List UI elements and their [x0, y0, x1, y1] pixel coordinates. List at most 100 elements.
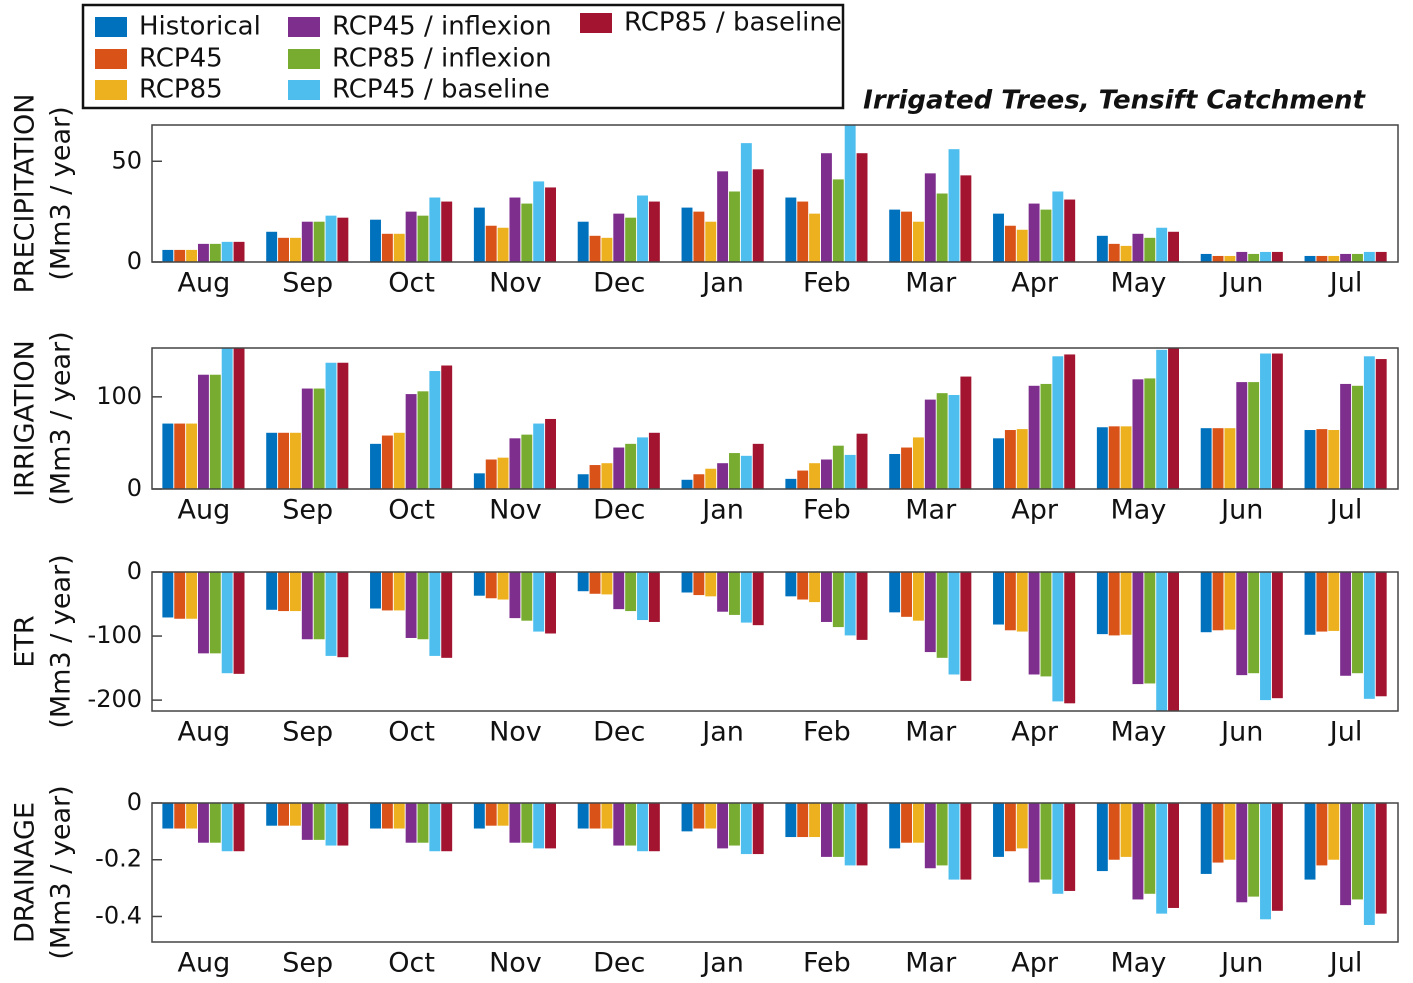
bar — [809, 463, 821, 489]
bar — [625, 803, 637, 846]
axes-box — [151, 124, 1399, 263]
bar — [889, 209, 901, 262]
bar — [1064, 354, 1076, 489]
y-axis-label: (Mm3 / year) — [46, 554, 77, 728]
bar — [693, 803, 705, 829]
y-tick-label: 0 — [127, 247, 142, 275]
bar — [717, 803, 729, 849]
bar — [545, 803, 557, 849]
bar — [1260, 353, 1271, 489]
bar — [993, 213, 1004, 262]
bar — [625, 443, 637, 489]
legend-swatch — [288, 80, 320, 100]
bar — [301, 221, 313, 262]
bar — [797, 470, 809, 489]
y-tick-label: -200 — [88, 685, 142, 713]
x-tick-label: Jan — [700, 948, 744, 979]
bar — [681, 479, 693, 489]
bar — [1200, 428, 1212, 489]
bar — [1096, 803, 1108, 872]
bar — [832, 445, 844, 489]
bar — [1340, 383, 1352, 489]
bar — [844, 803, 856, 866]
bar — [313, 572, 325, 640]
bar — [948, 572, 960, 675]
bar — [429, 371, 441, 489]
bar — [174, 803, 186, 829]
bar — [221, 803, 233, 852]
bar — [381, 803, 393, 829]
bar — [497, 803, 509, 826]
bar — [820, 459, 832, 489]
bar — [637, 803, 648, 852]
bar — [589, 803, 601, 829]
bar — [693, 474, 705, 489]
bar — [797, 803, 809, 838]
bar — [648, 572, 660, 622]
legend-swatch — [95, 17, 127, 37]
bar — [1212, 428, 1224, 489]
bar — [844, 125, 856, 262]
bar — [313, 803, 325, 840]
bar — [393, 233, 405, 262]
bar — [197, 243, 209, 262]
bar — [509, 197, 521, 262]
bar — [820, 572, 832, 622]
bar — [1340, 572, 1352, 676]
bar — [1120, 245, 1132, 262]
bar — [393, 572, 405, 611]
bar — [209, 243, 221, 262]
bar — [1108, 572, 1120, 636]
x-tick-label: Sep — [282, 268, 333, 299]
bar — [785, 197, 797, 262]
bar — [325, 215, 337, 262]
bar — [856, 572, 868, 640]
x-tick-label: Jan — [700, 268, 744, 299]
bar — [1260, 803, 1271, 920]
bar — [729, 453, 740, 489]
bar — [1375, 251, 1387, 262]
bar — [533, 803, 545, 849]
bar — [1200, 253, 1212, 262]
bar — [1120, 803, 1132, 857]
bar — [289, 432, 301, 489]
bar — [960, 803, 972, 880]
bar — [1004, 803, 1016, 852]
plot-area — [162, 572, 1387, 711]
bar — [1052, 803, 1064, 894]
bar — [1004, 572, 1016, 631]
bar — [912, 803, 924, 843]
bar — [752, 443, 764, 489]
bar — [1260, 572, 1271, 701]
bar — [221, 348, 233, 489]
bar — [381, 233, 393, 262]
bar — [325, 362, 337, 489]
bar — [809, 213, 821, 262]
x-tick-label: Jun — [1219, 268, 1263, 299]
bar — [1271, 572, 1283, 699]
bar — [1016, 429, 1028, 489]
bar — [577, 474, 589, 489]
bar — [1064, 572, 1076, 704]
bar — [485, 572, 497, 599]
legend-swatch — [288, 49, 320, 69]
bar — [381, 572, 393, 611]
bar — [533, 181, 545, 262]
bar — [1236, 803, 1248, 903]
bar — [289, 237, 301, 262]
bar — [924, 173, 936, 262]
bar — [233, 241, 245, 262]
x-tick-label: Jun — [1219, 948, 1263, 979]
bar — [901, 211, 913, 262]
x-tick-label: May — [1111, 948, 1167, 979]
bar — [613, 803, 625, 846]
bar — [545, 418, 557, 489]
bar — [889, 803, 901, 849]
bar — [197, 572, 209, 654]
x-tick-label: Oct — [388, 948, 435, 979]
bar — [509, 572, 521, 619]
bar — [370, 443, 381, 489]
bar — [648, 803, 660, 852]
bar — [337, 362, 349, 489]
bar — [162, 423, 174, 489]
